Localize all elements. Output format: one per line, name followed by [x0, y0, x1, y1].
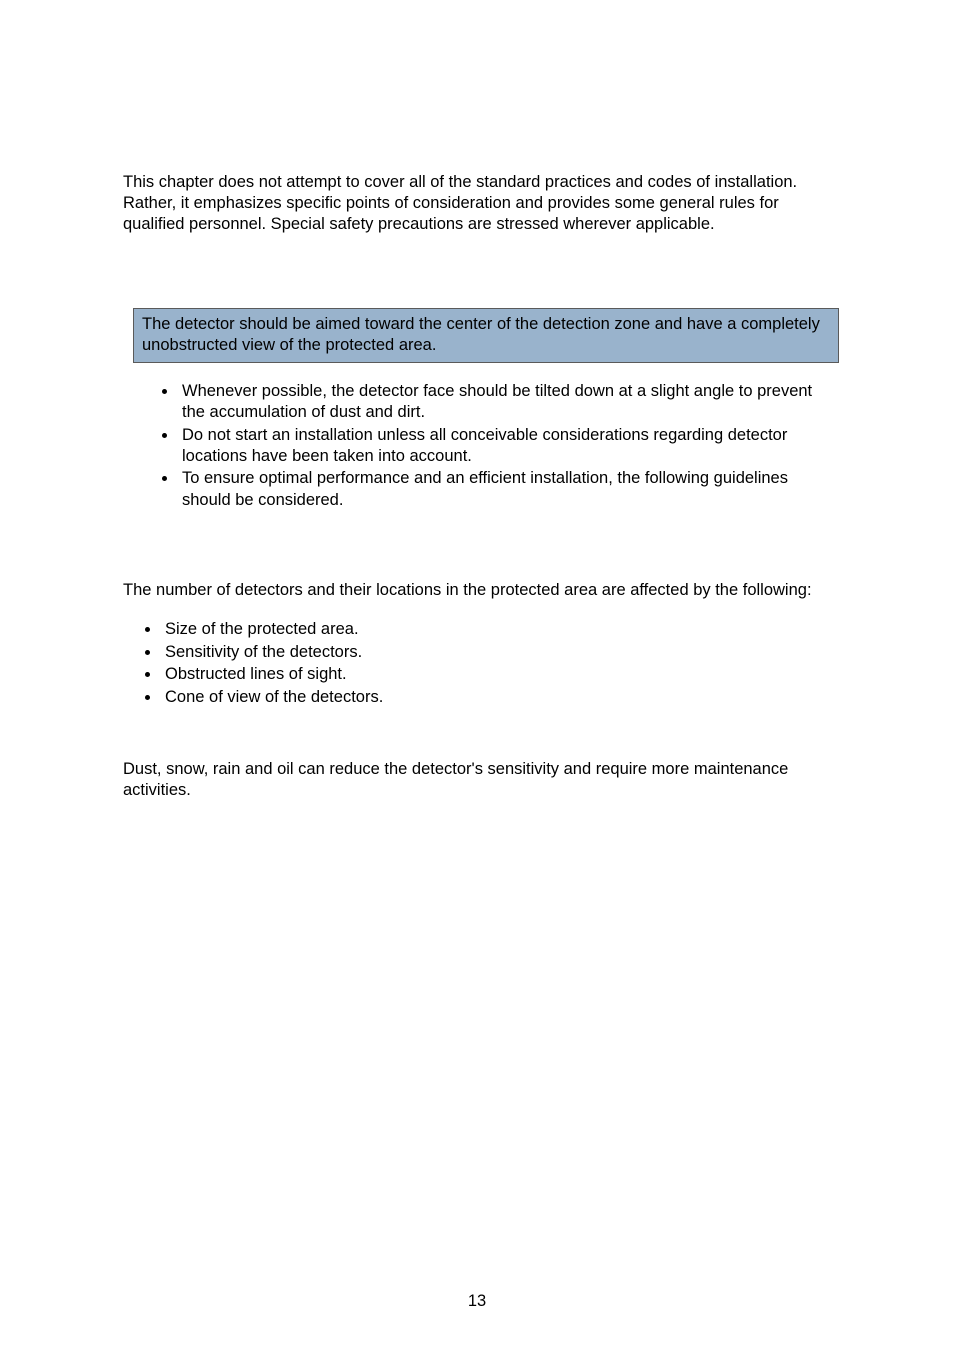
list-item: Do not start an installation unless all …	[178, 425, 839, 468]
callout-box: The detector should be aimed toward the …	[133, 308, 839, 363]
list-item: Sensitivity of the detectors.	[161, 642, 839, 663]
paragraph-2: The number of detectors and their locati…	[123, 580, 839, 601]
document-page: This chapter does not attempt to cover a…	[0, 0, 954, 1351]
page-number: 13	[0, 1292, 954, 1311]
intro-paragraph: This chapter does not attempt to cover a…	[123, 172, 839, 236]
bullet-list-2: Size of the protected area. Sensitivity …	[123, 619, 839, 708]
paragraph-3: Dust, snow, rain and oil can reduce the …	[123, 759, 839, 802]
list-item: To ensure optimal performance and an eff…	[178, 468, 839, 511]
bullet-list-1: Whenever possible, the detector face sho…	[123, 381, 839, 512]
list-item: Cone of view of the detectors.	[161, 687, 839, 708]
list-item: Obstructed lines of sight.	[161, 664, 839, 685]
list-item: Whenever possible, the detector face sho…	[178, 381, 839, 424]
list-item: Size of the protected area.	[161, 619, 839, 640]
